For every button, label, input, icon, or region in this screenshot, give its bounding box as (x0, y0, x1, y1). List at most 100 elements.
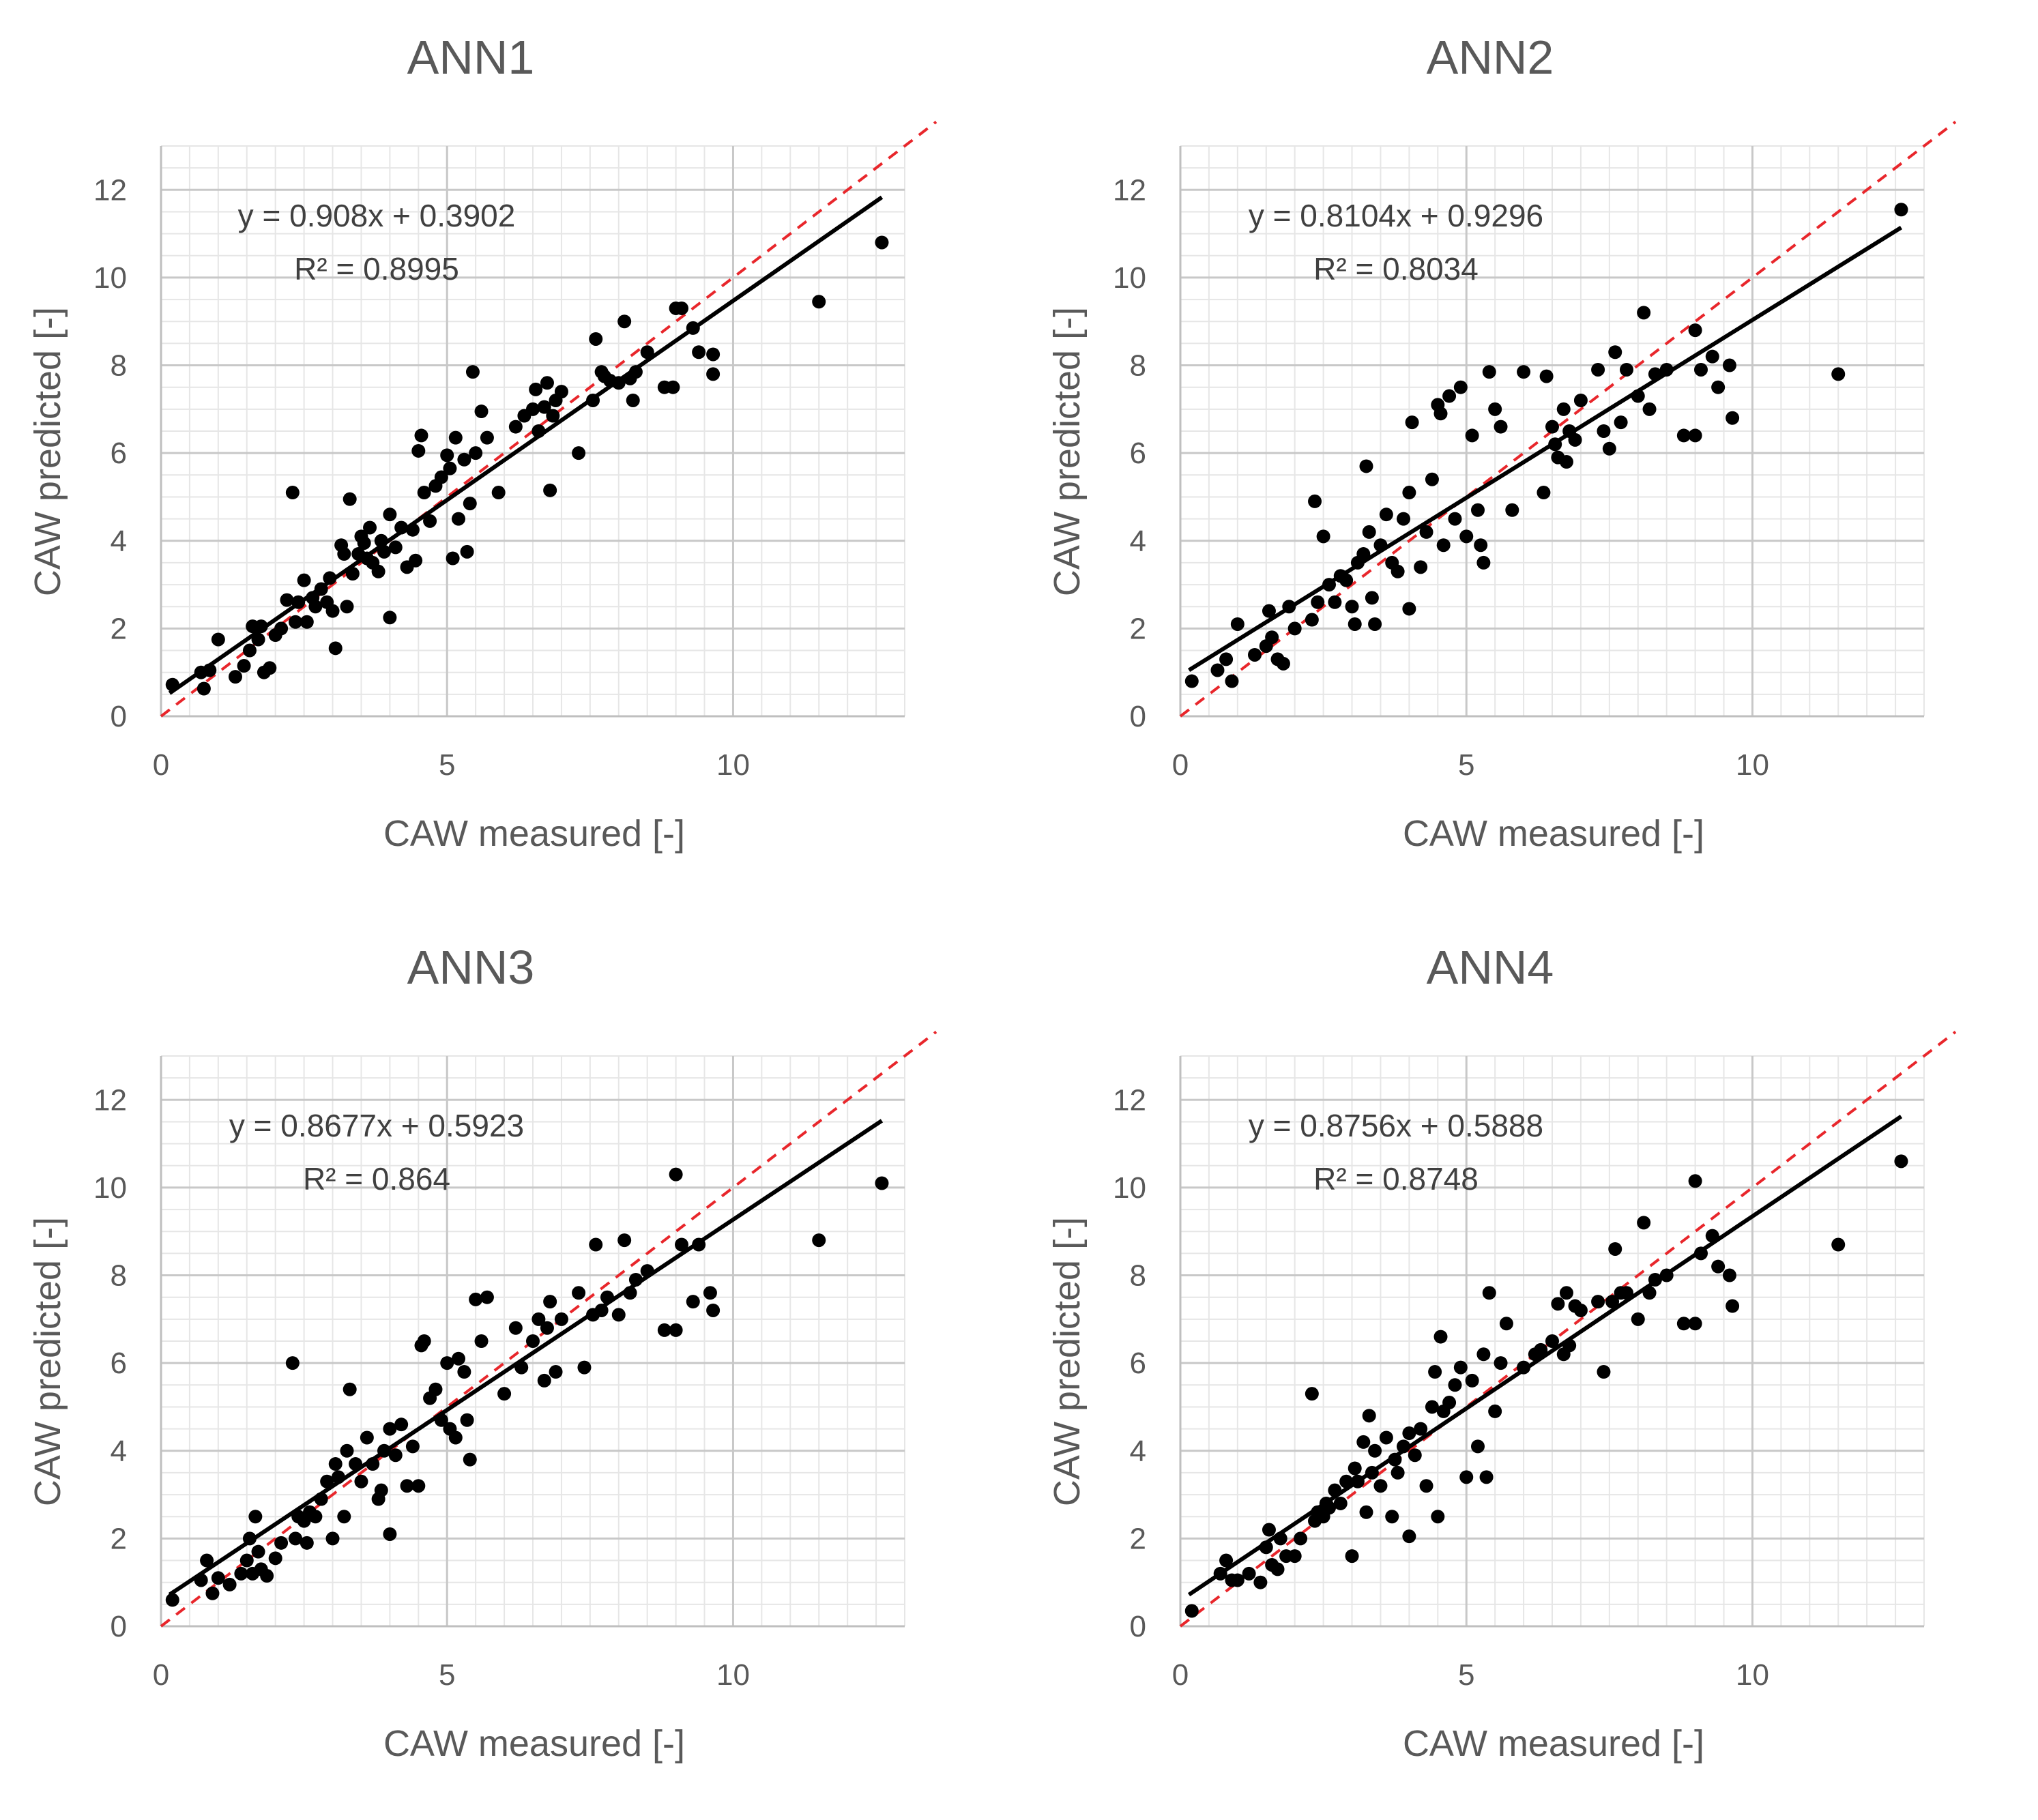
data-point (1442, 1396, 1457, 1410)
data-point (1431, 1510, 1445, 1524)
data-point (211, 1571, 225, 1585)
chart-panel-ann1: 0 5 10 0 2 4 6 8 10 12 y = 0.908x + 0.3902 R² = 0.8… (0, 0, 1019, 910)
x-tick-label: 5 (1458, 1658, 1474, 1692)
data-point (554, 1312, 568, 1326)
data-point (1505, 503, 1519, 517)
data-point (1379, 1430, 1393, 1445)
data-point (1488, 1404, 1502, 1418)
y-axis-label: CAW predicted [-] (1047, 307, 1088, 596)
y-tick-label: 12 (93, 173, 127, 207)
data-point (1534, 1342, 1548, 1357)
chart-panel-ann3: 0 5 10 0 2 4 6 8 10 12 y = 0.8677x + 0.5923 R² = 0.… (0, 910, 1019, 1820)
data-point (229, 670, 242, 684)
data-point (1694, 362, 1708, 377)
data-point (434, 470, 448, 484)
data-point (617, 314, 632, 329)
data-point (248, 1510, 263, 1524)
data-point (1568, 432, 1582, 447)
data-point (1597, 424, 1611, 438)
data-point (675, 301, 688, 315)
data-point (1414, 1422, 1428, 1436)
data-point (1391, 564, 1405, 578)
data-point (1482, 365, 1496, 379)
data-point (388, 540, 403, 555)
data-point (1253, 1575, 1268, 1589)
data-point (508, 420, 523, 434)
y-tick-label: 12 (93, 1083, 127, 1117)
data-point (1605, 1295, 1620, 1309)
data-point (1545, 1334, 1559, 1348)
data-point (1559, 1286, 1573, 1300)
data-point (1425, 1400, 1439, 1414)
data-point (196, 681, 211, 696)
data-point (1556, 402, 1571, 416)
data-point (388, 1448, 403, 1463)
data-point (340, 600, 354, 614)
data-point (1397, 512, 1410, 526)
y-tick-label: 6 (1130, 1347, 1146, 1380)
data-point (1414, 560, 1428, 574)
data-point (1642, 402, 1657, 416)
data-point (417, 1334, 431, 1348)
data-point (260, 1569, 274, 1583)
data-point (325, 1531, 340, 1546)
data-point (405, 1439, 420, 1454)
y-tick-label: 8 (111, 349, 127, 383)
x-tick-label: 0 (153, 748, 169, 782)
data-point (297, 573, 311, 587)
data-point (1210, 663, 1225, 677)
data-point (448, 430, 463, 445)
data-point (1608, 345, 1622, 359)
y-tick-label: 6 (1130, 437, 1146, 470)
data-point (239, 1553, 254, 1568)
data-point (337, 547, 351, 561)
data-point (1453, 380, 1468, 394)
data-point (1265, 630, 1279, 645)
data-point (423, 514, 437, 528)
data-point (205, 1586, 220, 1600)
data-point (875, 1176, 889, 1190)
chart-panel-ann2: 0 5 10 0 2 4 6 8 10 12 y = 0.8104x + 0.9296 R² = 0.… (1019, 0, 2038, 910)
data-point (357, 535, 371, 550)
data-points (165, 235, 889, 696)
r-squared-label: R² = 0.8995 (294, 251, 459, 287)
data-point (669, 1167, 683, 1181)
data-point (1348, 617, 1362, 631)
data-point (640, 345, 654, 359)
data-point (343, 1382, 357, 1396)
x-tick-label: 5 (439, 1658, 455, 1692)
data-point (474, 1334, 489, 1348)
data-point (1359, 459, 1373, 473)
y-tick-label: 0 (1130, 1610, 1146, 1643)
data-point (675, 1237, 688, 1252)
x-tick-label: 10 (1736, 748, 1769, 782)
data-point (526, 402, 540, 416)
trend-line (1187, 1115, 1903, 1597)
data-point (1436, 538, 1451, 553)
data-point (1591, 1295, 1605, 1309)
data-point (1402, 486, 1416, 500)
data-point (1459, 1470, 1474, 1484)
data-point (480, 1290, 494, 1304)
data-point (394, 1418, 409, 1432)
chart-title: ANN1 (407, 31, 535, 84)
scatter-chart: 0 5 10 0 2 4 6 8 10 12 y = 0.8756x + 0.5888 R² = 0.… (1047, 941, 1957, 1764)
data-point (1385, 1510, 1399, 1524)
y-axis-label: CAW predicted [-] (1047, 1217, 1088, 1506)
data-point (340, 1443, 354, 1458)
data-point (417, 486, 431, 500)
data-point (1230, 1573, 1244, 1587)
r-squared-label: R² = 0.8034 (1313, 251, 1479, 287)
data-point (812, 295, 826, 309)
data-point (1676, 428, 1691, 443)
data-point (268, 1551, 282, 1566)
data-point (666, 380, 680, 394)
y-tick-label: 10 (93, 261, 127, 295)
data-point (1894, 1154, 1908, 1169)
data-point (1287, 621, 1302, 636)
data-point (1287, 1549, 1302, 1564)
data-point (1488, 402, 1502, 416)
y-tick-label: 12 (1113, 1083, 1146, 1117)
data-point (1614, 415, 1628, 430)
data-point (328, 1457, 343, 1471)
